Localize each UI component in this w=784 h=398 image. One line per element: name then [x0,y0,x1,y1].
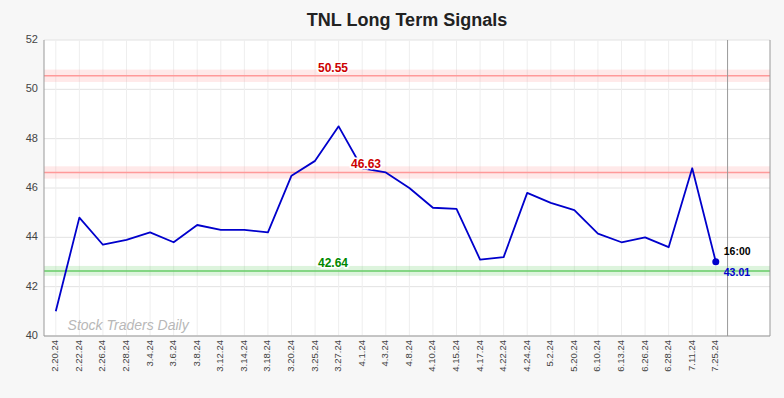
y-tick-label: 44 [26,230,38,242]
grid-line [197,40,198,336]
grid-line [244,40,245,336]
x-tick-label: 3.8.24 [191,340,202,366]
x-tick-label: 3.18.24 [261,340,272,372]
y-tick-label: 42 [26,280,38,292]
grid-line [362,40,363,336]
x-tick-label: 4.1.24 [356,340,367,366]
grid-line [126,40,127,336]
grid-line [432,40,433,336]
x-tick-label: 6.10.24 [591,340,602,372]
x-tick-label: 3.20.24 [285,340,296,372]
y-axis: 40 42 44 46 48 50 52 [26,33,38,341]
x-tick-label: 5.20.24 [568,340,579,372]
y-tick-label: 52 [26,33,38,45]
price-line [56,126,716,311]
grid-line [456,40,457,336]
grid-line [44,286,770,287]
y-tick-label: 40 [26,329,38,341]
plot-area [44,40,770,336]
grid-line [574,40,575,336]
axis-line [44,336,770,337]
grid-line [550,40,551,336]
reference-line [44,172,770,174]
y-tick-label: 50 [26,82,38,94]
reference-band [44,70,770,82]
grid-line [338,40,339,336]
grid [44,40,770,336]
x-tick-label: 2.22.24 [73,340,84,372]
grid-line [150,40,151,336]
reference-line [44,270,770,272]
reference-label: 42.64 [318,256,348,270]
x-tick-label: 4.17.24 [474,340,485,372]
grid-line [44,89,770,90]
axis-line [770,40,771,336]
x-axis: 2.20.24 2.22.24 2.26.24 2.28.24 3.4.24 3.6.24… [49,340,720,372]
grid-line [645,40,646,336]
x-tick-label: 4.24.24 [521,340,532,372]
frame [44,40,770,336]
x-tick-label: 2.28.24 [120,340,131,372]
y-tick-label: 48 [26,132,38,144]
grid-line [715,40,716,336]
chart: 40 42 44 46 48 50 52 2.20.24 2.22.24 2.26.24 2.28.… [0,0,784,398]
grid-line [315,40,316,336]
annotations: 50.55 46.63 42.64 16:00 43.01 Stock Traders D… [68,61,751,333]
reference-band [44,166,770,178]
x-tick-label: 4.8.24 [403,340,414,366]
end-label: 43.01 [724,266,750,278]
x-tick-label: 7.25.24 [709,340,720,372]
x-tick-label: 3.27.24 [332,340,343,372]
x-tick-label: 6.28.24 [662,340,673,372]
last-session-border [727,40,728,336]
reference-label: 50.55 [318,61,348,75]
x-tick-label: 3.6.24 [167,340,178,366]
y-tick-label: 46 [26,181,38,193]
x-tick-label: 4.22.24 [497,340,508,372]
grid-line [668,40,669,336]
grid-line [480,40,481,336]
watermark: Stock Traders Daily [68,317,190,333]
grid-line [55,40,56,336]
x-tick-label: 3.14.24 [238,340,249,372]
grid-line [44,188,770,189]
grid-line [385,40,386,336]
grid-line [597,40,598,336]
reference-line [44,75,770,77]
grid-line [79,40,80,336]
x-tick-label: 2.26.24 [96,340,107,372]
reference-band [44,266,770,276]
grid-line [621,40,622,336]
x-tick-label: 4.10.24 [426,340,437,372]
grid-line [503,40,504,336]
grid-line [44,237,770,238]
axis-line [44,40,45,336]
end-label: 16:00 [724,245,751,257]
data-layer [44,70,770,312]
x-tick-label: 3.25.24 [309,340,320,372]
title: TNL Long Term Signals [307,10,507,30]
reference-label: 46.63 [351,157,381,171]
grid-line [267,40,268,336]
x-tick-label: 3.12.24 [214,340,225,372]
x-tick-label: 6.26.24 [639,340,650,372]
grid-line [44,336,770,337]
x-tick-label: 4.3.24 [379,340,390,366]
x-tick-label: 5.2.24 [544,340,555,366]
x-tick-label: 3.4.24 [144,340,155,366]
grid-line [44,40,770,41]
grid-line [173,40,174,336]
x-tick-label: 2.20.24 [49,340,60,372]
last-point [712,258,719,265]
grid-line [291,40,292,336]
grid-line [44,138,770,139]
x-tick-label: 7.11.24 [686,340,697,371]
grid-line [692,40,693,336]
x-tick-label: 6.13.24 [615,340,626,372]
grid-line [220,40,221,336]
x-tick-label: 4.15.24 [450,340,461,372]
grid-line [102,40,103,336]
grid-line [527,40,528,336]
